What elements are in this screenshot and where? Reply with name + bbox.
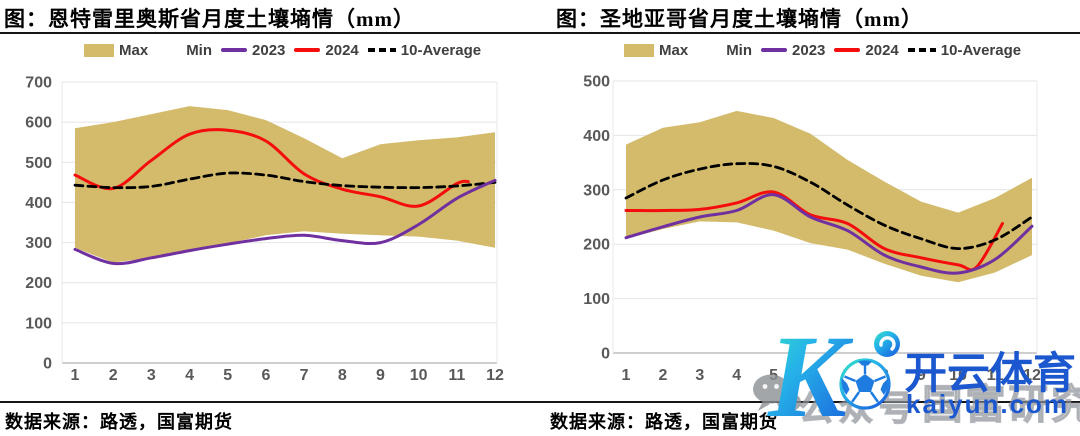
legend-swatch-line: [294, 48, 321, 52]
panel-title-row: 图：恩特雷里奥斯省月度土壤墒情（mm）: [0, 0, 540, 31]
x-axis-tick-label: 9: [917, 367, 926, 384]
x-axis-tick-label: 1: [71, 367, 80, 384]
x-axis-tick-label: 12: [486, 367, 504, 384]
legend-swatch-box: [624, 43, 654, 57]
y-axis-tick-label: 500: [25, 155, 52, 172]
series-line-10-average: [73, 171, 497, 190]
y-axis-tick-label: 100: [25, 315, 52, 332]
legend-item-max: Max: [624, 42, 688, 59]
x-axis-tick-label: 5: [769, 367, 778, 384]
legend-label: Min: [726, 41, 753, 59]
y-axis-tick-label: 400: [25, 195, 52, 212]
x-axis-tick-label: 8: [880, 367, 889, 384]
chart-legend: Max Min 2023 2024 10-Average: [624, 38, 1021, 62]
series-line-10-average: [624, 162, 1034, 251]
legend-label: 2023: [252, 41, 286, 59]
series-line-2024: [624, 190, 1004, 272]
source-row: 数据来源：路透，国富期货: [540, 405, 1080, 436]
series-line-2023: [624, 193, 1034, 275]
panel-title-row: 图：圣地亚哥省月度土壤墒情（mm）: [540, 0, 1080, 31]
legend-item-min: Min: [721, 42, 752, 59]
chart-title: 图：恩特雷里奥斯省月度土壤墒情（mm）: [4, 7, 415, 31]
legend-label: Max: [119, 41, 149, 59]
legend-swatch-line: [834, 48, 861, 52]
source-divider-line: [0, 401, 1080, 403]
legend-label: 10-Average: [940, 41, 1022, 59]
legend-label: Min: [186, 41, 213, 59]
chart-legend: Max Min 2023 2024 10-Average: [84, 38, 481, 62]
x-axis-tick-label: 4: [185, 367, 194, 384]
x-axis-tick-label: 3: [695, 367, 704, 384]
x-axis-tick-label: 11: [448, 367, 465, 384]
x-axis-tick-label: 8: [338, 367, 347, 384]
chart-panel-santiago: 图：圣地亚哥省月度土壤墒情（mm） Max Min 2023 2024 10-Avera…: [540, 0, 1080, 436]
x-axis-tick-label: 6: [261, 367, 270, 384]
x-axis-tick-label: 6: [806, 367, 815, 384]
legend-item-min: Min: [181, 42, 212, 59]
x-axis-tick-label: 5: [223, 367, 232, 384]
data-source-label: 数据来源：路透，国富期货: [5, 412, 233, 432]
legend-item-10-average: 10-Average: [907, 41, 1022, 59]
series-line-2024: [73, 128, 470, 208]
legend-swatch-dash: [907, 48, 936, 52]
y-axis-tick-label: 300: [25, 235, 52, 252]
legend-swatch-dash: [367, 48, 396, 52]
legend-swatch-line: [221, 48, 248, 52]
legend-swatch-line: [761, 48, 788, 52]
y-axis-tick-label: 0: [43, 356, 52, 373]
x-axis-tick-label: 2: [658, 367, 667, 384]
legend-label: 2023: [792, 41, 826, 59]
legend-item-2024: 2024: [834, 41, 899, 59]
max-min-band: [626, 110, 1032, 283]
legend-swatch-box: [84, 43, 114, 57]
y-axis-tick-label: 200: [583, 237, 610, 254]
x-axis-tick-label: 2: [109, 367, 118, 384]
legend-item-10-average: 10-Average: [367, 41, 482, 59]
chart-title: 图：圣地亚哥省月度土壤墒情（mm）: [556, 7, 923, 31]
x-axis-tick-label: 10: [949, 367, 967, 384]
y-axis-tick-label: 200: [25, 275, 52, 292]
y-axis-tick-label: 700: [25, 75, 52, 92]
legend-item-max: Max: [84, 42, 148, 59]
legend-item-2023: 2023: [761, 42, 825, 59]
x-axis-tick-label: 10: [410, 367, 428, 384]
legend-item-2023: 2023: [221, 42, 285, 59]
x-axis-tick-label: 1: [622, 367, 631, 384]
x-axis-tick-label: 12: [1023, 367, 1041, 384]
title-divider-line: [0, 32, 1080, 34]
x-axis-tick-label: 7: [300, 367, 309, 384]
y-axis-tick-label: 100: [583, 291, 610, 308]
y-axis-tick-label: 0: [601, 346, 610, 363]
series-line-2023: [73, 178, 497, 266]
max-min-band: [75, 106, 495, 263]
y-axis-tick-label: 600: [25, 115, 52, 132]
x-axis-tick-label: 9: [376, 367, 385, 384]
legend-label: Max: [659, 41, 689, 59]
legend-label: 2024: [865, 41, 899, 59]
legend-label: 2024: [325, 41, 359, 59]
source-row: 数据来源：路透，国富期货: [0, 405, 540, 436]
x-axis-tick-label: 7: [843, 367, 852, 384]
y-axis-tick-label: 300: [583, 182, 610, 199]
data-source-label: 数据来源：路透，国富期货: [550, 412, 778, 432]
x-axis-tick-label: 4: [732, 367, 741, 384]
y-axis-tick-label: 500: [583, 74, 610, 91]
x-axis-tick-label: 3: [147, 367, 156, 384]
y-axis-tick-label: 400: [583, 128, 610, 145]
legend-label: 10-Average: [400, 41, 482, 59]
legend-item-2024: 2024: [294, 41, 359, 59]
chart-panel-entre-rios: 图：恩特雷里奥斯省月度土壤墒情（mm） Max Min 2023 2024 10-Ave…: [0, 0, 540, 436]
x-axis-tick-label: 11: [987, 367, 1004, 384]
